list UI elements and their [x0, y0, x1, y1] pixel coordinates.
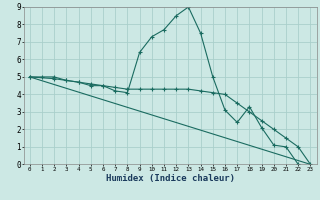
X-axis label: Humidex (Indice chaleur): Humidex (Indice chaleur)	[106, 174, 235, 183]
